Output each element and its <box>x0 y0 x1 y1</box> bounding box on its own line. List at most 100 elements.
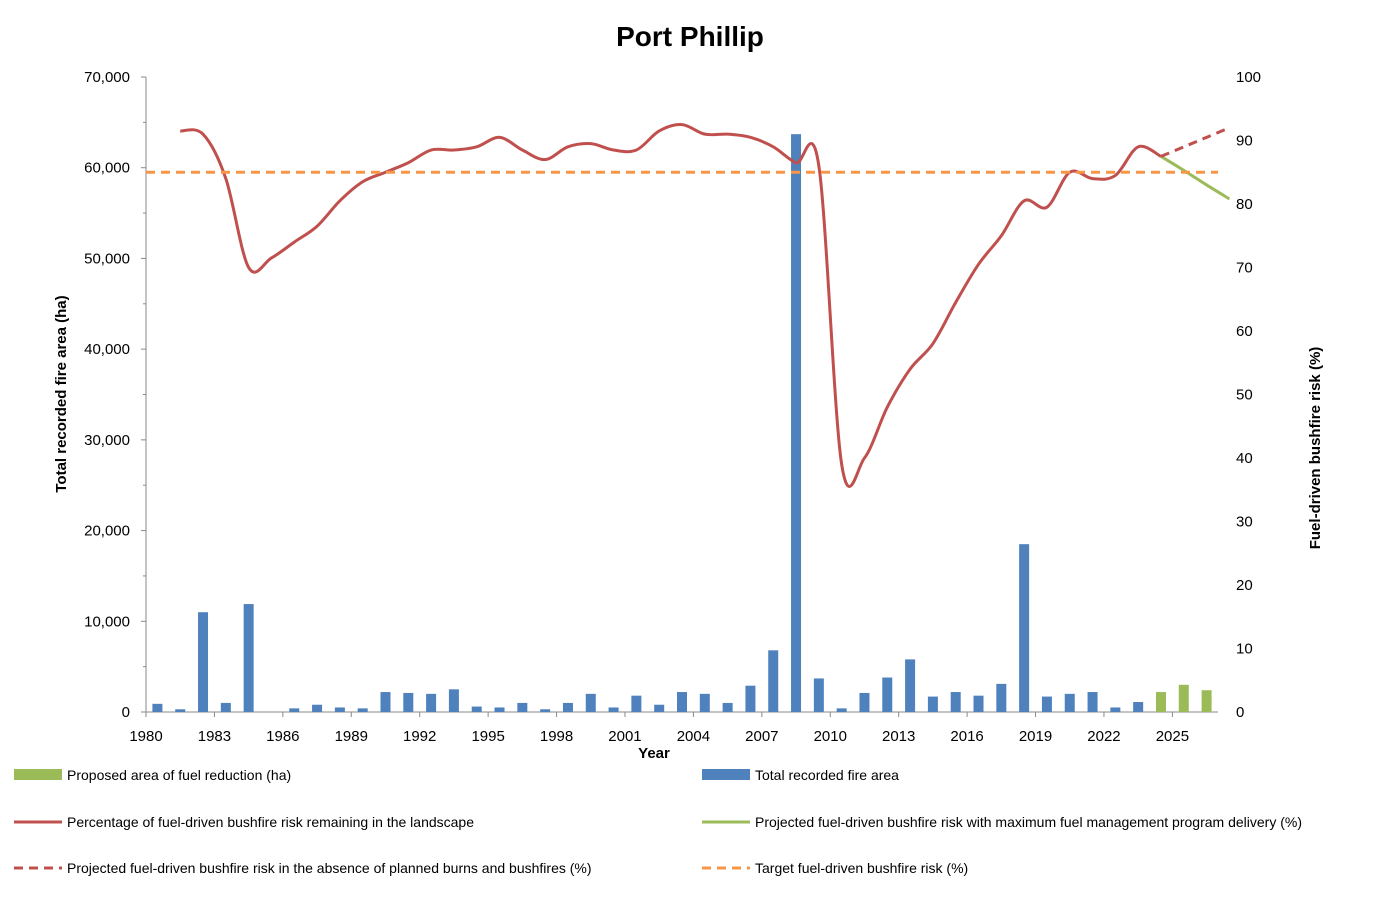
bar <box>289 708 300 712</box>
bars <box>152 134 1212 712</box>
legend-label: Proposed area of fuel reduction (ha) <box>67 767 291 783</box>
bar <box>175 709 186 712</box>
x-tick-label: 1986 <box>266 728 299 745</box>
line-series-1 <box>1160 155 1231 201</box>
bar <box>699 693 710 712</box>
bar <box>494 707 505 712</box>
legend-label: Projected fuel-driven bushfire risk in t… <box>67 860 592 876</box>
x-tick-label: 1998 <box>540 728 573 745</box>
bar <box>152 703 163 712</box>
y-right-tick-label: 10 <box>1236 641 1253 658</box>
bar <box>517 702 528 712</box>
line-series-2 <box>1160 126 1230 158</box>
x-tick-label: 2013 <box>882 728 915 745</box>
bar <box>1155 692 1166 712</box>
x-tick-label: 1992 <box>403 728 436 745</box>
bar <box>836 708 847 712</box>
legend: Proposed area of fuel reduction (ha) Tota… <box>14 767 1302 876</box>
y-left-tick-label: 60,000 <box>84 160 130 177</box>
y-right-tick-label: 50 <box>1236 387 1253 404</box>
bar <box>243 604 254 712</box>
y-left-tick-label: 70,000 <box>84 69 130 86</box>
y-axis-right-title: Fuel-driven bushfire risk (%) <box>1307 347 1324 550</box>
x-tick-label: 2001 <box>608 728 641 745</box>
bar <box>585 693 596 712</box>
y-right-tick-label: 80 <box>1236 196 1253 213</box>
y-left-tick-label: 30,000 <box>84 432 130 449</box>
y-left-tick-label: 20,000 <box>84 523 130 540</box>
bar <box>1201 690 1212 712</box>
legend-label: Target fuel-driven bushfire risk (%) <box>755 860 968 876</box>
bar <box>996 683 1007 712</box>
bar <box>882 677 893 712</box>
bar <box>312 704 323 712</box>
bar <box>220 702 231 712</box>
x-tick-label: 2007 <box>745 728 778 745</box>
x-tick-label: 2025 <box>1156 728 1189 745</box>
bar <box>403 692 414 712</box>
bar <box>562 702 573 712</box>
bar <box>768 650 779 712</box>
y-axis-left-title: Total recorded fire area (ha) <box>53 295 70 492</box>
x-tick-label: 2016 <box>950 728 983 745</box>
lines <box>146 123 1231 488</box>
bar <box>448 689 459 712</box>
legend-swatch <box>14 769 62 780</box>
bar <box>1087 692 1098 712</box>
bar <box>722 702 733 712</box>
legend-label: Percentage of fuel-driven bushfire risk … <box>67 814 474 830</box>
x-tick-label: 1980 <box>129 728 162 745</box>
legend-label: Total recorded fire area <box>755 767 899 783</box>
y-right-tick-label: 100 <box>1236 69 1261 86</box>
bar <box>471 706 482 712</box>
bar <box>677 692 687 712</box>
x-tick-label: 1995 <box>471 728 504 745</box>
y-left-tick-label: 40,000 <box>84 341 130 358</box>
bar <box>357 708 368 712</box>
chart-title: Port Phillip <box>616 21 764 52</box>
bar <box>198 612 209 712</box>
bar <box>380 692 391 712</box>
bar <box>1041 696 1052 712</box>
bar <box>608 707 619 712</box>
x-tick-label: 2022 <box>1087 728 1120 745</box>
bar <box>540 709 551 712</box>
x-tick-label: 1989 <box>335 728 368 745</box>
bar <box>334 707 345 712</box>
bar <box>1133 702 1144 712</box>
x-tick-label: 2019 <box>1019 728 1052 745</box>
bar <box>791 134 802 712</box>
bar <box>950 692 961 712</box>
bar <box>1064 693 1075 712</box>
bar <box>1110 707 1121 712</box>
y-right-tick-label: 20 <box>1236 577 1253 594</box>
bar <box>859 692 870 712</box>
y-right-tick-label: 0 <box>1236 704 1244 721</box>
bar <box>905 659 916 712</box>
line-series-0 <box>180 123 1162 488</box>
y-left-tick-label: 10,000 <box>84 613 130 630</box>
y-right-tick-label: 40 <box>1236 450 1253 467</box>
bar <box>1178 684 1189 712</box>
legend-swatch <box>702 769 750 780</box>
x-tick-label: 1983 <box>198 728 231 745</box>
bar <box>1019 544 1030 712</box>
y-left-tick-label: 50,000 <box>84 250 130 267</box>
x-tick-label: 2010 <box>814 728 847 745</box>
bar <box>631 695 642 712</box>
bar <box>745 685 756 712</box>
y-right-tick-label: 70 <box>1236 260 1253 277</box>
x-axis-title: Year <box>638 745 670 762</box>
bar <box>426 693 437 712</box>
bar <box>813 678 824 712</box>
y-right-tick-label: 30 <box>1236 514 1253 531</box>
bar <box>973 695 984 712</box>
y-left-tick-label: 0 <box>122 704 130 721</box>
legend-label: Projected fuel-driven bushfire risk with… <box>755 814 1302 830</box>
bar <box>654 704 665 712</box>
axes: 0 10,000 20,000 30,000 40,000 50,000 60,000 70,… <box>84 69 1261 745</box>
bar <box>927 696 938 712</box>
y-right-tick-label: 90 <box>1236 133 1253 150</box>
y-right-tick-label: 60 <box>1236 323 1253 340</box>
